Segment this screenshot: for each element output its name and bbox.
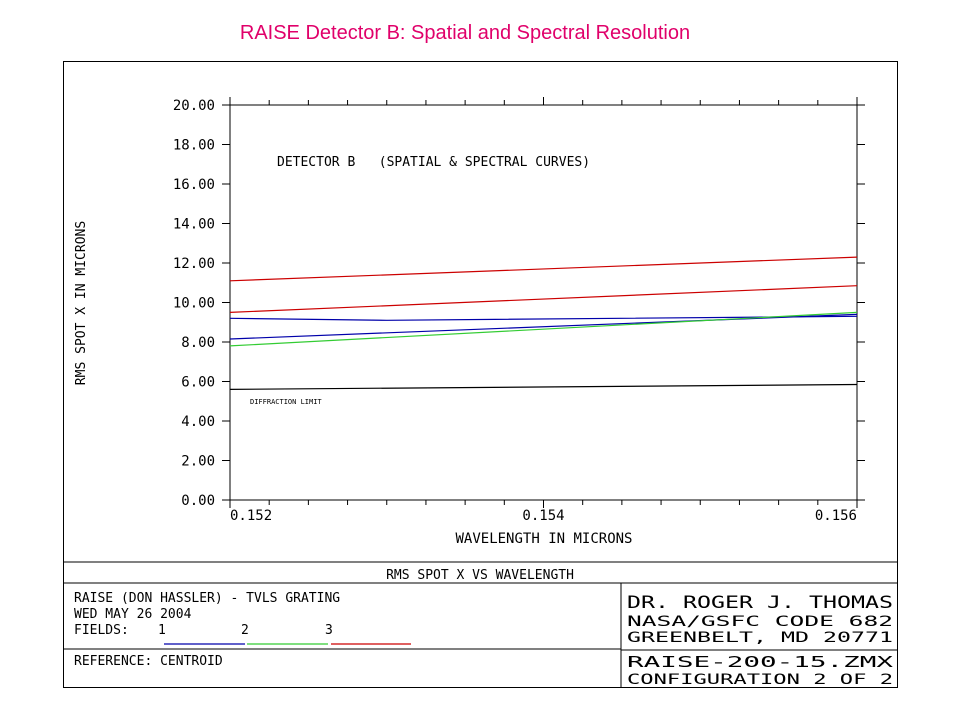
field-3-label: 3 [325, 623, 333, 638]
y-tick-label: 20.00 [173, 98, 215, 114]
org-text: NASA/GSFC CODE 682 [627, 614, 893, 630]
file-text: RAISE-200-15.ZMX [627, 653, 893, 671]
x-axis-label: WAVELENGTH IN MICRONS [455, 531, 632, 547]
footer-line2: WED MAY 26 2004 [74, 607, 192, 622]
series-line-2 [229, 285, 858, 313]
y-tick-label: 4.00 [181, 414, 215, 430]
y-tick-label: 14.00 [173, 217, 215, 233]
config-text: CONFIGURATION 2 OF 2 [627, 672, 893, 688]
y-tick-label: 8.00 [181, 335, 215, 351]
y-tick-label: 0.00 [181, 493, 215, 509]
y-axis-label: RMS SPOT X IN MICRONS [74, 221, 89, 385]
series-line-4 [229, 313, 858, 340]
series-line-1 [229, 256, 858, 282]
fields-label: FIELDS: [74, 623, 129, 638]
series-line-6 [229, 383, 858, 390]
field-2-label: 2 [241, 623, 249, 638]
y-tick-label: 16.00 [173, 177, 215, 193]
x-tick-label: 0.154 [522, 508, 564, 524]
y-tick-label: 6.00 [181, 375, 215, 391]
footer-line1: RAISE (DON HASSLER) - TVLS GRATING [74, 591, 340, 606]
y-tick-label: 2.00 [181, 454, 215, 470]
plot-frame [63, 61, 898, 688]
series-line-3 [229, 315, 858, 321]
x-tick-label: 0.156 [815, 508, 857, 524]
diffraction-limit-label: DIFFRACTION LIMIT [250, 398, 322, 406]
reference-text: REFERENCE: CENTROID [74, 654, 223, 669]
axis-ticks: 0.00 2.00 4.00 6.00 8.00 10.00 12.00 14.00 16.00… [173, 97, 865, 524]
series-line-5 [229, 311, 858, 347]
field-1-label: 1 [158, 623, 166, 638]
author-text: DR. ROGER J. THOMAS [627, 593, 893, 613]
page-title: RAISE Detector B: Spatial and Spectral R… [239, 22, 691, 44]
y-tick-label: 12.00 [173, 256, 215, 272]
y-tick-label: 18.00 [173, 138, 215, 154]
series-group [229, 256, 858, 390]
chart-annotation: DETECTOR B (SPATIAL & SPECTRAL CURVES) [277, 155, 590, 170]
x-tick-label: 0.152 [230, 508, 272, 524]
y-tick-label: 10.00 [173, 296, 215, 312]
address-text: GREENBELT, MD 20771 [627, 630, 893, 646]
plot-caption: RMS SPOT X VS WAVELENGTH [386, 568, 574, 583]
